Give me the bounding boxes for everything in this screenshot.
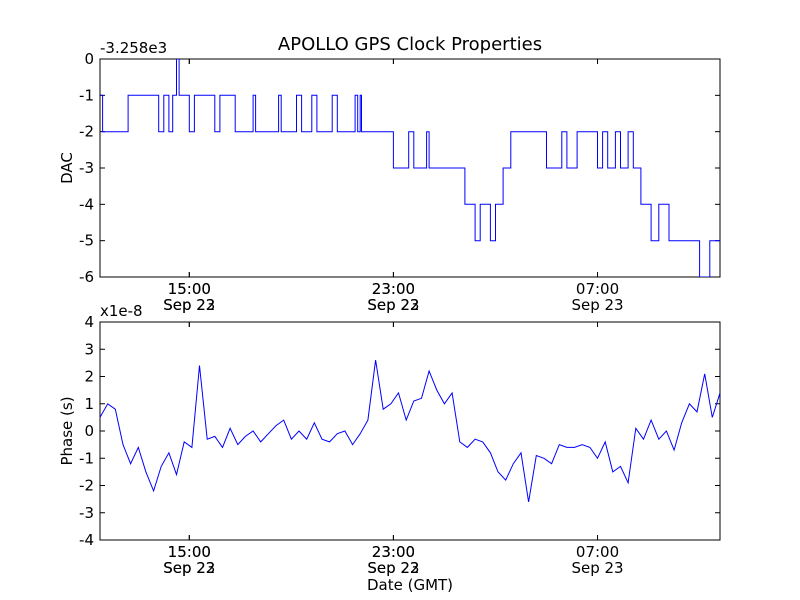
phase-y-tick-label: -3 — [79, 504, 94, 522]
dac-x-tick-label-date: Sep 23 — [367, 296, 419, 314]
dac-y-tick-label: -1 — [79, 86, 94, 104]
phase-y-axis-label: Phase (s) — [58, 396, 76, 465]
chart-title: APOLLO GPS Clock Properties — [278, 34, 542, 55]
phase-x-tick-label-date: Sep 22 — [367, 559, 419, 577]
dac-y-tick-label: -5 — [79, 232, 94, 250]
dac-x-tick-label-date: Sep 23 — [163, 296, 215, 314]
dac-y-axis-label: DAC — [58, 152, 76, 184]
dac-x-tick-label-date: Sep 22 — [163, 296, 215, 314]
phase-y-tick-label: 0 — [84, 422, 94, 440]
phase-x-tick-label-date: Sep 23 — [571, 559, 623, 577]
phase-y-tick-label: -4 — [79, 531, 94, 549]
phase-x-tick-label-date: Sep 23 — [367, 559, 419, 577]
phase-y-tick-label: -1 — [79, 449, 94, 467]
dac-offset-text: -3.258e3 — [100, 39, 167, 57]
phase-panel: x1e-8 Phase (s) Date (GMT) 4 3 2 1 0 -1 -2 -3 -4… — [58, 302, 721, 594]
dac-x-tick-label-time: 15:00 — [168, 280, 211, 298]
dac-y-tick-label: 0 — [84, 50, 94, 68]
dac-x-tick-label-date: Sep 22 — [367, 296, 419, 314]
phase-y-tick-label: 4 — [84, 313, 94, 331]
dac-x-tick-label-time: 23:00 — [372, 280, 415, 298]
phase-y-tick-label: 2 — [84, 368, 94, 386]
phase-y-tick-label: 1 — [84, 395, 94, 413]
phase-plot-frame — [99, 321, 721, 541]
phase-series — [100, 360, 720, 502]
phase-x-tick-label-time: 23:00 — [372, 543, 415, 561]
phase-x-tick-label-time: 15:00 — [168, 543, 211, 561]
dac-x-tick-label-date: Sep 23 — [571, 296, 623, 314]
dac-series — [100, 59, 720, 277]
dac-y-tick-label: -6 — [79, 268, 94, 286]
phase-y-tick-label: 3 — [84, 340, 94, 358]
phase-x-tick-label-date: Sep 22 — [163, 559, 215, 577]
phase-x-tick-label-time: 15:00 — [168, 543, 211, 561]
phase-x-tick-label-time: 23:00 — [372, 543, 415, 561]
phase-x-tick-label-time: 07:00 — [576, 543, 619, 561]
phase-x-tick-label-date: Sep 23 — [163, 559, 215, 577]
dac-x-tick-label-time: 23:00 — [372, 280, 415, 298]
dac-y-tick-label: -3 — [79, 159, 94, 177]
dac-series-line — [100, 59, 720, 277]
dac-y-tick-label: -4 — [79, 195, 94, 213]
phase-series-line — [100, 360, 720, 502]
phase-offset-text: x1e-8 — [100, 302, 143, 320]
dac-x-tick-label-time: 15:00 — [168, 280, 211, 298]
dac-x-tick-label-time: 07:00 — [576, 280, 619, 298]
dac-y-tick-label: -2 — [79, 123, 94, 141]
phase-y-tick-label: -2 — [79, 477, 94, 495]
phase-x-axis-label: Date (GMT) — [367, 576, 453, 594]
